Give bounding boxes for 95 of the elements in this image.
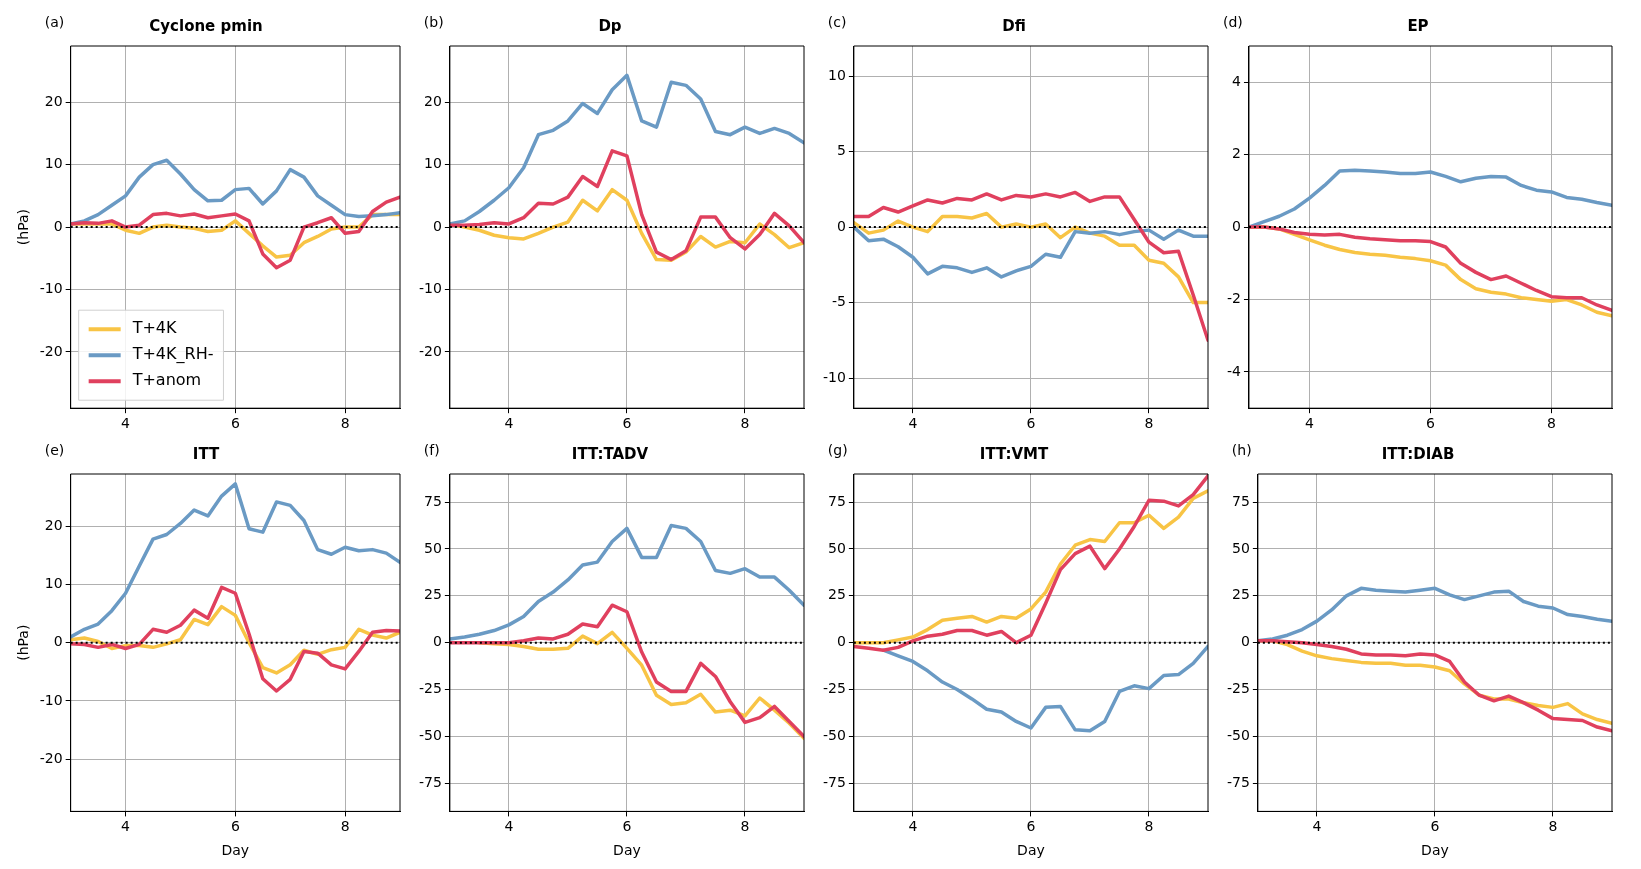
y-tick-label: 75 bbox=[828, 492, 846, 509]
x-axis-title: Day bbox=[613, 842, 641, 859]
x-axis-title: Day bbox=[1421, 842, 1449, 859]
y-tick-label: -20 bbox=[39, 749, 63, 766]
text: (e) bbox=[44, 441, 65, 458]
y-tick-label: -25 bbox=[1226, 680, 1250, 697]
x-tick-label: 8 bbox=[1144, 415, 1154, 432]
text: (g) bbox=[827, 441, 848, 458]
y-tick-label: 75 bbox=[1232, 492, 1250, 509]
x-tick-label: 8 bbox=[740, 415, 750, 432]
y-tick-label: -20 bbox=[418, 342, 442, 359]
x-tick-label: 4 bbox=[1312, 818, 1322, 835]
y-tick-label: 25 bbox=[1232, 586, 1250, 603]
y-tick-label: -10 bbox=[39, 280, 63, 297]
y-tick-label: 5 bbox=[836, 142, 846, 159]
y-tick-label: 0 bbox=[53, 217, 63, 234]
text: (f) bbox=[423, 441, 440, 458]
chart-title: ITT:TADV bbox=[571, 444, 649, 463]
x-tick-label: 6 bbox=[230, 818, 240, 835]
y-tick-label: 0 bbox=[432, 217, 442, 234]
y-tick-label: 50 bbox=[424, 539, 442, 556]
chart-title: ITT:DIAB bbox=[1381, 444, 1455, 463]
y-tick-label: 0 bbox=[53, 633, 63, 650]
y-tick-label: -50 bbox=[822, 727, 846, 744]
y-tick-label: 50 bbox=[1232, 539, 1250, 556]
y-tick-label: -10 bbox=[822, 368, 846, 385]
text: (h) bbox=[1231, 441, 1252, 458]
chart-title: ITT:VMT bbox=[979, 444, 1049, 463]
legend-label: T+4K_RH- bbox=[131, 344, 214, 365]
x-tick-label: 4 bbox=[504, 415, 514, 432]
x-axis-title: Day bbox=[221, 842, 250, 859]
x-tick-label: 4 bbox=[121, 415, 131, 432]
y-tick-label: -2 bbox=[1226, 290, 1241, 307]
x-tick-label: 8 bbox=[340, 818, 350, 835]
x-tick-label: 4 bbox=[908, 415, 918, 432]
y-tick-label: 25 bbox=[424, 586, 442, 603]
chart-title: Cyclone pmin bbox=[149, 16, 263, 35]
y-tick-label: -75 bbox=[822, 773, 846, 790]
x-tick-label: 8 bbox=[1548, 818, 1558, 835]
y-tick-label: 10 bbox=[424, 155, 442, 172]
y-tick-label: -10 bbox=[39, 691, 63, 708]
y-tick-label: 4 bbox=[1232, 72, 1242, 89]
y-tick-label: -50 bbox=[1226, 727, 1250, 744]
y-axis-title: (hPa) bbox=[15, 624, 32, 661]
x-tick-label: 8 bbox=[740, 818, 750, 835]
x-tick-label: 6 bbox=[1026, 415, 1036, 432]
y-tick-label: 0 bbox=[1232, 217, 1241, 234]
y-tick-label: -25 bbox=[822, 680, 846, 697]
y-tick-label: 20 bbox=[44, 517, 63, 533]
x-tick-label: 6 bbox=[1426, 415, 1436, 432]
x-tick-label: 8 bbox=[1547, 415, 1556, 432]
y-tick-label: 10 bbox=[828, 66, 846, 83]
y-tick-label: 20 bbox=[44, 92, 63, 109]
y-tick-label: 25 bbox=[828, 586, 846, 603]
x-tick-label: 4 bbox=[908, 818, 918, 835]
chart-title: Dfi bbox=[1002, 16, 1026, 35]
y-tick-label: 50 bbox=[828, 539, 846, 556]
y-axis-title: (hPa) bbox=[15, 209, 32, 246]
y-tick-label: 2 bbox=[1232, 145, 1241, 162]
y-tick-label: 0 bbox=[432, 633, 442, 650]
text: (d) bbox=[1222, 13, 1243, 30]
x-tick-label: 4 bbox=[504, 818, 514, 835]
y-tick-label: 0 bbox=[1240, 633, 1250, 650]
text: (c) bbox=[827, 13, 847, 30]
y-tick-label: 20 bbox=[424, 92, 442, 109]
x-tick-label: 8 bbox=[340, 415, 350, 432]
y-tick-label: -10 bbox=[418, 280, 442, 297]
x-axis-title: Day bbox=[1017, 842, 1045, 859]
x-tick-label: 6 bbox=[622, 415, 632, 432]
y-tick-label: -20 bbox=[39, 342, 63, 359]
y-tick-label: -50 bbox=[418, 727, 442, 744]
y-tick-label: -5 bbox=[831, 293, 846, 310]
y-tick-label: 10 bbox=[44, 575, 63, 592]
chart-title: Dp bbox=[598, 16, 622, 35]
legend-label: T+4K bbox=[131, 318, 178, 338]
y-tick-label: 75 bbox=[424, 492, 442, 509]
x-tick-label: 6 bbox=[622, 818, 632, 835]
x-tick-label: 4 bbox=[1305, 415, 1314, 432]
y-tick-label: 0 bbox=[836, 217, 846, 234]
chart-title: EP bbox=[1407, 16, 1429, 35]
chart-title: ITT bbox=[192, 444, 220, 463]
y-tick-label: -75 bbox=[1226, 773, 1250, 790]
y-tick-label: 0 bbox=[836, 633, 846, 650]
text: (a) bbox=[44, 13, 65, 30]
x-tick-label: 6 bbox=[1026, 818, 1036, 835]
x-tick-label: 4 bbox=[121, 818, 131, 835]
legend-label: T+anom bbox=[131, 370, 202, 390]
y-tick-label: -75 bbox=[418, 773, 442, 790]
y-tick-label: 10 bbox=[44, 155, 63, 172]
x-tick-label: 6 bbox=[230, 415, 240, 432]
x-tick-label: 8 bbox=[1144, 818, 1154, 835]
x-tick-label: 6 bbox=[1430, 818, 1440, 835]
y-tick-label: -4 bbox=[1226, 362, 1242, 379]
y-tick-label: -25 bbox=[418, 680, 442, 697]
text: (b) bbox=[423, 13, 444, 30]
